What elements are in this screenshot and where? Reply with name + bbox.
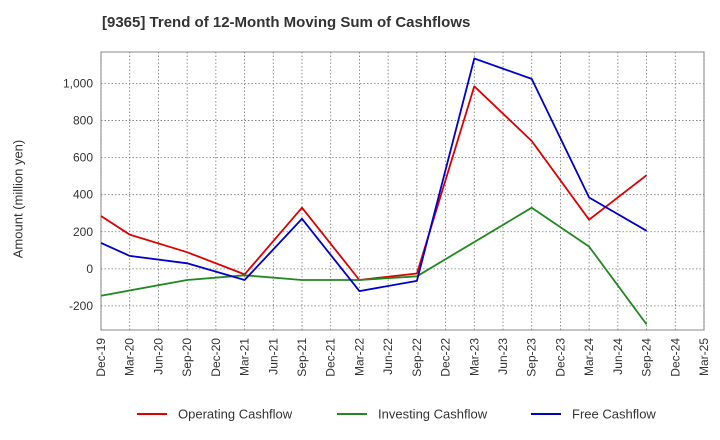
free-cashflow-line — [100, 57, 648, 293]
legend-label-operating-cashflow: Operating Cashflow — [178, 407, 293, 422]
x-tick-label: Dec-24 — [668, 338, 682, 377]
y-tick-label: 200 — [73, 225, 93, 239]
x-tick-label: Jun-20 — [151, 338, 165, 375]
x-tick-label: Dec-22 — [439, 338, 453, 377]
x-tick-label: Dec-21 — [324, 338, 338, 377]
y-tick-label: 400 — [73, 188, 93, 202]
x-tick-label: Sep-20 — [180, 338, 194, 377]
x-tick-label: Jun-23 — [496, 338, 510, 375]
x-tick-label: Dec-20 — [209, 338, 223, 377]
y-tick-label: -200 — [69, 299, 93, 313]
plot-area — [100, 51, 705, 331]
x-tick-label: Sep-21 — [295, 338, 309, 377]
y-tick-label: 600 — [73, 151, 93, 165]
x-tick-label: Mar-20 — [123, 338, 137, 376]
x-tick-label: Sep-22 — [410, 338, 424, 377]
investing-cashflow-line — [100, 206, 648, 325]
x-tick-label: Jun-21 — [266, 338, 280, 375]
x-tick-label: Jun-22 — [381, 338, 395, 375]
y-tick-label: 1,000 — [63, 77, 93, 91]
x-tick-label: Mar-22 — [352, 338, 366, 376]
chart-title: [9365] Trend of 12-Month Moving Sum of C… — [102, 14, 471, 31]
operating-cashflow-line — [100, 85, 648, 281]
x-tick-label: Sep-23 — [525, 338, 539, 377]
x-tick-label: Mar-23 — [467, 338, 481, 376]
y-tick-label: 800 — [73, 114, 93, 128]
y-tick-label: 0 — [86, 262, 93, 276]
legend-label-investing-cashflow: Investing Cashflow — [378, 407, 488, 422]
x-tick-label: Dec-19 — [94, 338, 108, 377]
x-tick-label: Jun-24 — [611, 338, 625, 375]
x-tick-label: Mar-25 — [697, 338, 711, 376]
legend-label-free-cashflow: Free Cashflow — [572, 407, 656, 422]
x-tick-label: Mar-24 — [582, 338, 596, 376]
x-tick-label: Mar-21 — [238, 338, 252, 376]
y-axis-label: Amount (million yen) — [11, 140, 26, 259]
x-tick-label: Dec-23 — [553, 338, 567, 377]
x-tick-label: Sep-24 — [640, 338, 654, 377]
